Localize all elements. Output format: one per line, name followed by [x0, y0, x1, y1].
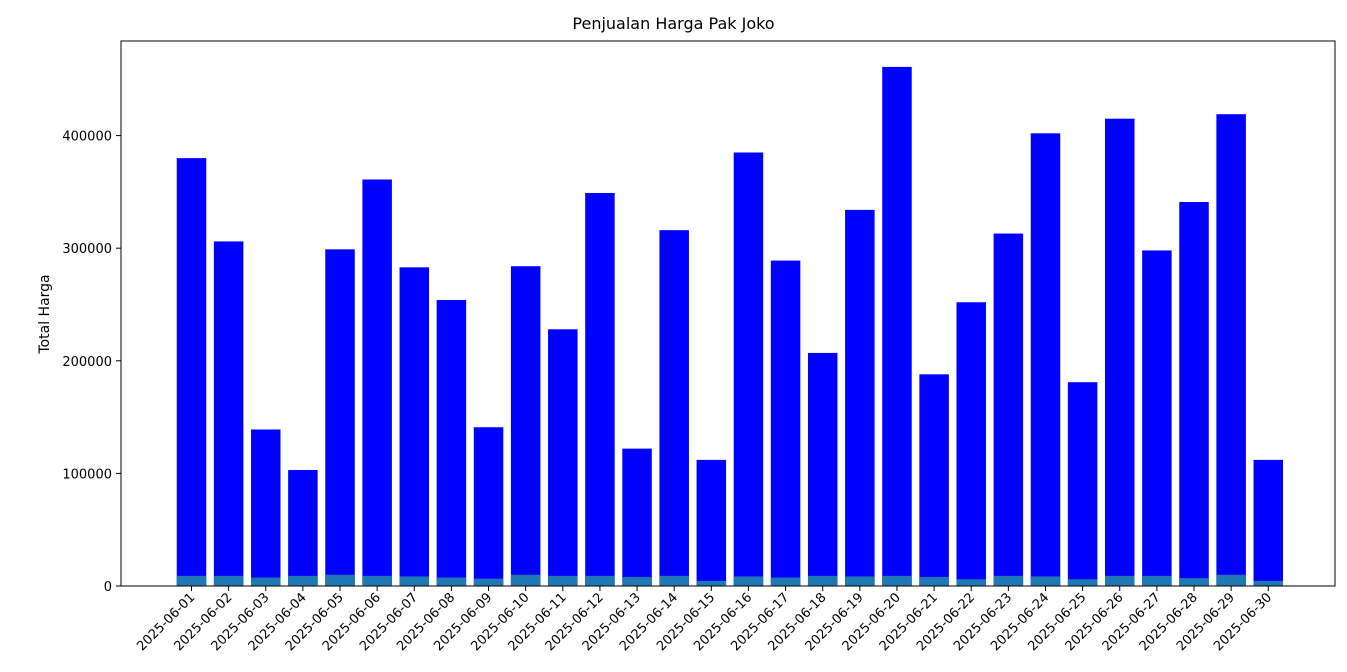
plot-frame [120, 40, 1336, 587]
bar-series1-2025-06-05 [325, 249, 355, 586]
bar-series1-2025-06-23 [993, 233, 1024, 587]
bar-series1-2025-06-11 [548, 329, 578, 586]
bar-series2-2025-06-02 [213, 575, 244, 586]
bar-series1-2025-06-12 [585, 193, 615, 586]
bar-series1-2025-06-25 [1067, 382, 1098, 586]
bar-series2-2025-06-08 [436, 577, 467, 586]
bar-series1-2025-06-01 [176, 158, 207, 587]
bar-series1-2025-06-02 [213, 241, 244, 586]
bar-series2-2025-06-17 [770, 577, 801, 586]
bar-series2-2025-06-15 [696, 580, 727, 586]
y-tick-label: 100000 [62, 467, 112, 482]
bar-series1-2025-06-18 [807, 352, 838, 586]
bar-series2-2025-06-07 [399, 576, 430, 586]
bar-series1-2025-06-28 [1179, 202, 1209, 586]
y-tick-label: 400000 [62, 130, 112, 145]
bar-series2-2025-06-24 [1030, 576, 1061, 586]
bar-series2-2025-06-23 [993, 575, 1024, 586]
bar-series1-2025-06-14 [659, 230, 689, 587]
bar-series1-2025-06-03 [251, 429, 281, 586]
bar-series1-2025-06-04 [288, 470, 318, 586]
y-tick-label: 0 [104, 580, 112, 595]
bar-series2-2025-06-05 [325, 574, 355, 586]
bar-series1-2025-06-24 [1030, 133, 1061, 586]
bar-series1-2025-06-16 [733, 152, 764, 587]
bar-series1-2025-06-10 [510, 266, 541, 586]
bar-series1-2025-06-29 [1216, 114, 1246, 586]
bar-series1-2025-06-27 [1142, 250, 1172, 586]
bar-series2-2025-06-19 [845, 576, 875, 586]
bar-series2-2025-06-12 [585, 575, 615, 586]
bar-series2-2025-06-18 [807, 575, 838, 586]
bar-series2-2025-06-29 [1216, 574, 1246, 586]
bars-layer [176, 66, 1284, 587]
bar-series2-2025-06-06 [362, 575, 392, 586]
bar-series2-2025-06-11 [548, 575, 578, 586]
y-tick-label: 300000 [62, 242, 112, 257]
bar-series1-2025-06-22 [956, 302, 986, 586]
bar-series1-2025-06-07 [399, 267, 430, 586]
bar-series2-2025-06-04 [288, 575, 318, 586]
bar-series1-2025-06-09 [473, 427, 504, 586]
bar-series2-2025-06-09 [473, 578, 504, 586]
chart-title: Penjualan Harga Pak Joko [572, 14, 775, 33]
bar-series2-2025-06-14 [659, 575, 689, 586]
bar-series1-2025-06-06 [362, 179, 392, 586]
bar-series2-2025-06-21 [919, 576, 949, 586]
bar-series1-2025-06-13 [622, 448, 652, 586]
bar-series2-2025-06-27 [1142, 575, 1172, 586]
bar-series2-2025-06-13 [622, 576, 652, 586]
bar-series1-2025-06-17 [770, 260, 801, 586]
bar-series2-2025-06-25 [1067, 579, 1098, 586]
bar-series2-2025-06-10 [510, 574, 541, 586]
bar-series2-2025-06-26 [1105, 575, 1135, 586]
bar-series1-2025-06-26 [1105, 118, 1135, 586]
bar-series2-2025-06-03 [251, 577, 281, 586]
bar-series1-2025-06-20 [882, 66, 912, 586]
bar-series1-2025-06-08 [436, 299, 467, 586]
bar-series2-2025-06-20 [882, 575, 912, 586]
y-tick-label: 200000 [62, 355, 112, 370]
bar-series1-2025-06-19 [845, 209, 875, 586]
bar-series2-2025-06-01 [176, 575, 207, 586]
bar-series1-2025-06-30 [1253, 459, 1284, 586]
bar-series2-2025-06-22 [956, 579, 986, 586]
bar-series2-2025-06-30 [1253, 580, 1284, 586]
y-axis-label: Total Harga [37, 274, 53, 354]
bar-series1-2025-06-21 [919, 374, 949, 586]
bar-series1-2025-06-15 [696, 459, 727, 586]
bar-series2-2025-06-16 [733, 576, 764, 586]
bar-series2-2025-06-28 [1179, 578, 1209, 586]
